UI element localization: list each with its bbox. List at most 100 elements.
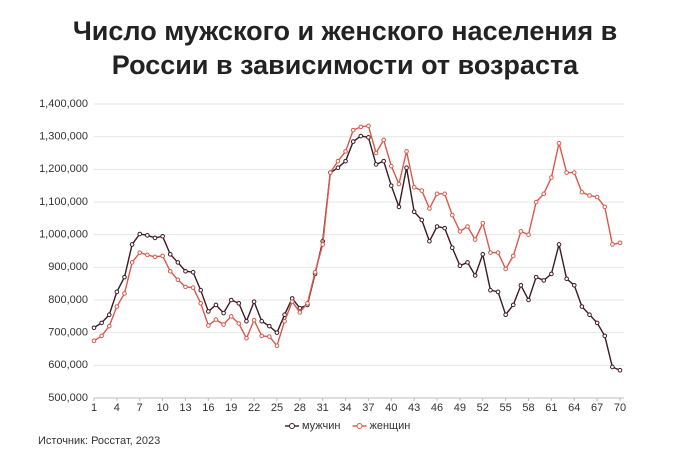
point: [122, 291, 127, 296]
x-tick-label: 43: [408, 402, 420, 414]
point: [587, 193, 592, 198]
point: [167, 251, 173, 257]
point: [396, 181, 402, 187]
point: [465, 224, 470, 229]
point: [404, 165, 409, 170]
legend-label: женщин: [370, 420, 411, 432]
point: [328, 170, 333, 175]
point: [106, 312, 112, 318]
point: [503, 266, 508, 272]
x-tick-label: 1: [91, 402, 97, 414]
x-tick-label: 16: [202, 402, 214, 414]
point: [457, 229, 463, 234]
point: [160, 234, 165, 239]
point: [594, 320, 600, 326]
point: [610, 242, 615, 247]
x-tick-label: 67: [591, 402, 603, 414]
point: [350, 127, 356, 133]
point: [160, 253, 165, 259]
x-tick-label: 64: [568, 402, 580, 414]
point: [91, 325, 97, 331]
point: [602, 333, 608, 339]
point: [457, 263, 463, 269]
y-tick-label: 1,000,000: [39, 229, 88, 241]
point: [289, 299, 295, 304]
point: [99, 320, 104, 326]
point: [320, 242, 325, 247]
point: [145, 233, 150, 238]
x-tick-label: 61: [545, 402, 557, 414]
point: [442, 191, 447, 197]
legend-label: мужчин: [302, 420, 341, 432]
x-tick-label: 4: [114, 402, 120, 414]
point: [145, 252, 150, 258]
point: [571, 170, 577, 175]
point: [495, 289, 501, 295]
point: [419, 217, 425, 223]
y-tick-label: 1,300,000: [39, 131, 88, 143]
point: [129, 242, 135, 247]
point: [480, 220, 486, 226]
point: [244, 335, 249, 341]
point: [244, 318, 249, 324]
point: [449, 212, 455, 218]
point: [358, 133, 364, 139]
x-tick-label: 22: [248, 402, 260, 414]
x-tick-label: 10: [156, 402, 168, 414]
point: [198, 287, 204, 293]
point: [594, 194, 600, 200]
point: [228, 314, 234, 319]
point: [510, 253, 516, 259]
x-tick-label: 55: [500, 402, 512, 414]
point: [206, 309, 211, 314]
point: [236, 321, 242, 326]
point: [358, 124, 364, 130]
x-tick-label: 37: [362, 402, 374, 414]
point: [510, 302, 516, 308]
point: [213, 317, 219, 322]
point: [610, 364, 615, 370]
point: [396, 204, 402, 210]
point: [549, 175, 554, 180]
point: [175, 277, 181, 283]
point: [190, 269, 196, 275]
point: [167, 268, 173, 274]
point: [449, 245, 455, 251]
point: [259, 333, 265, 339]
x-tick-label: 70: [614, 402, 626, 414]
point: [381, 137, 386, 143]
legend-marker: [356, 423, 363, 429]
point: [389, 183, 394, 188]
point: [152, 254, 158, 260]
y-tick-label: 1,400,000: [39, 98, 88, 110]
point: [419, 188, 425, 193]
point: [617, 367, 623, 373]
point: [373, 162, 379, 167]
point: [564, 276, 569, 282]
x-tick-label: 13: [179, 402, 191, 414]
point: [488, 250, 493, 255]
point: [137, 250, 143, 255]
point: [381, 158, 386, 164]
point: [434, 191, 440, 197]
point: [282, 318, 287, 324]
point: [472, 237, 478, 242]
point: [533, 199, 539, 205]
x-tick-label: 46: [431, 402, 443, 414]
point: [434, 224, 440, 229]
point: [549, 271, 554, 277]
point: [526, 232, 531, 237]
point: [556, 140, 562, 146]
point: [221, 310, 226, 316]
point: [564, 170, 569, 175]
point: [465, 260, 470, 265]
point: [533, 274, 539, 280]
point: [343, 149, 348, 154]
point: [488, 287, 493, 293]
x-tick-label: 31: [317, 402, 329, 414]
point: [183, 284, 188, 290]
point: [274, 330, 280, 335]
point: [366, 135, 371, 140]
source: Источник: Росстат, 2023: [38, 435, 160, 447]
point: [617, 240, 623, 246]
